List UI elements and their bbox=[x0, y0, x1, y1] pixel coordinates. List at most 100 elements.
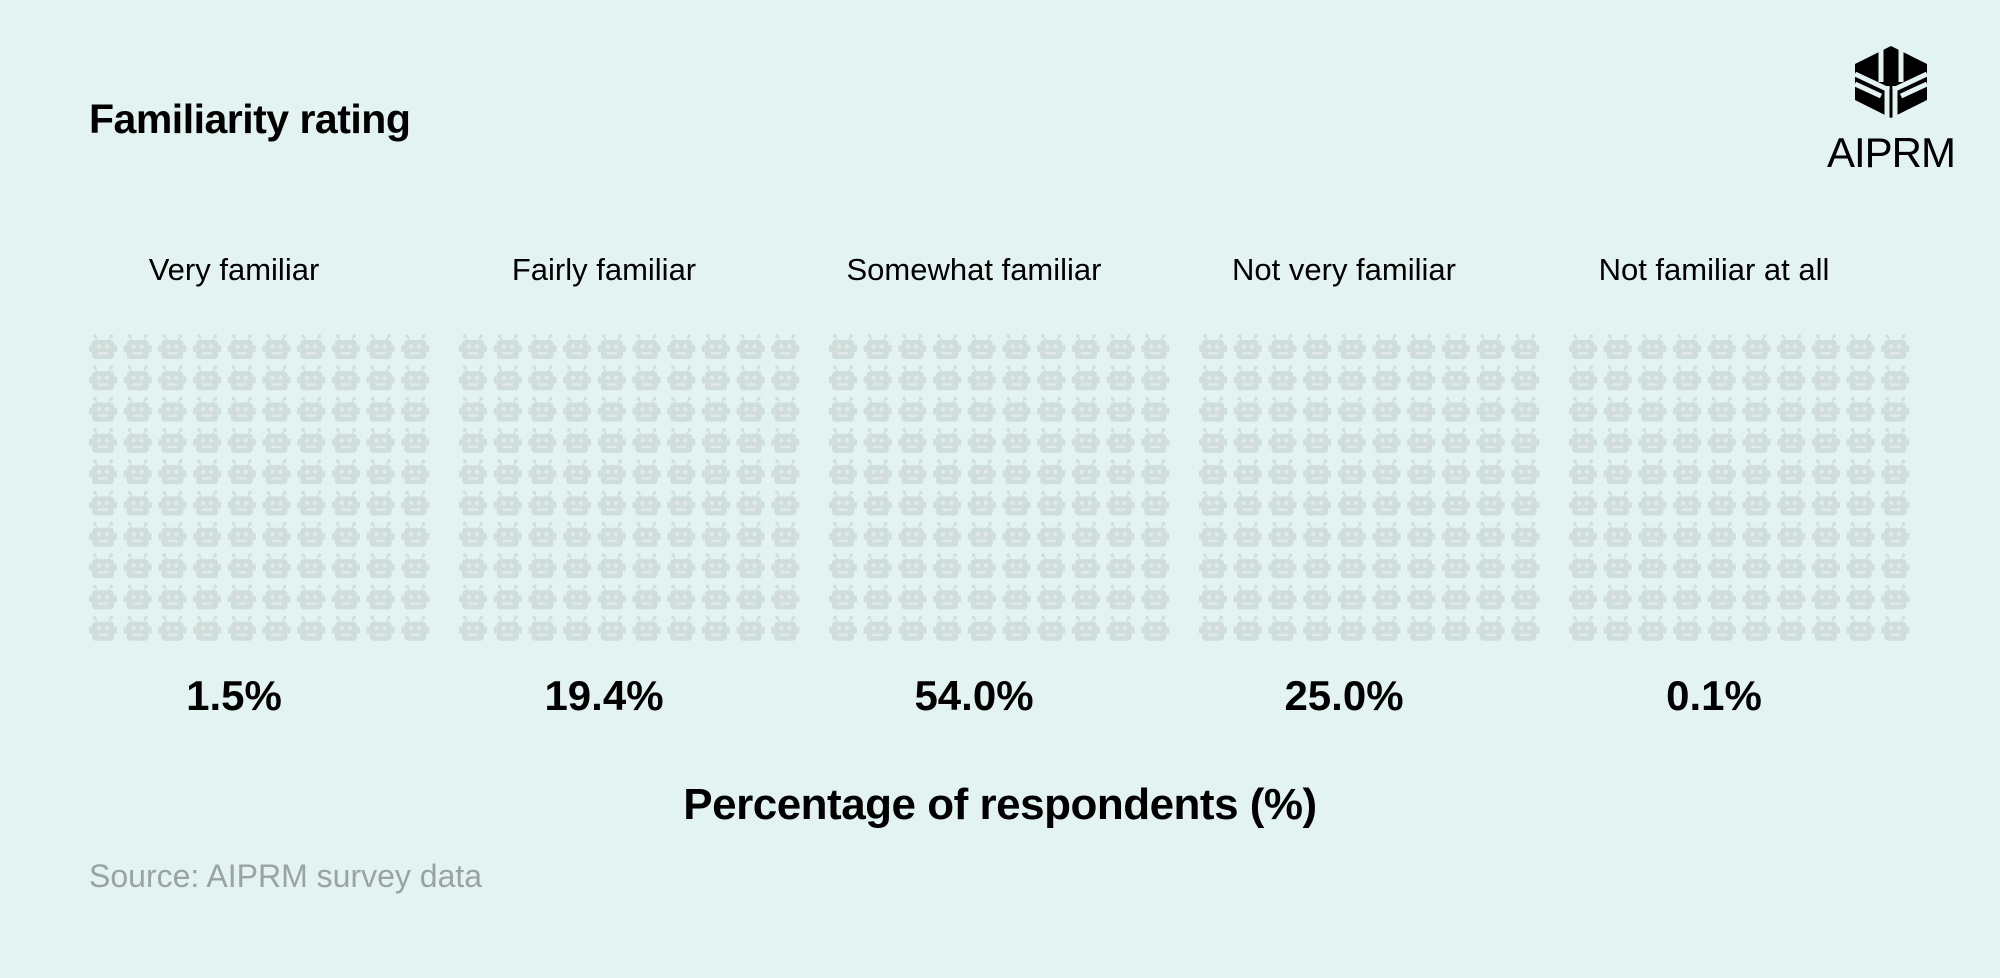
robot-icon-empty bbox=[562, 490, 592, 517]
robot-icon-empty bbox=[770, 459, 800, 485]
robot-icon-empty bbox=[1337, 521, 1367, 548]
robot-icon-empty bbox=[1510, 521, 1541, 548]
robot-icon-empty bbox=[1441, 365, 1471, 391]
robot-icon-empty bbox=[597, 490, 627, 517]
robot-icon-empty bbox=[1811, 459, 1841, 485]
robot-icon-empty bbox=[527, 521, 558, 548]
robot-icon-empty bbox=[1406, 365, 1436, 391]
robot-icon-empty bbox=[1475, 334, 1506, 360]
robot-icon-empty bbox=[1140, 365, 1171, 391]
robot-icon-empty bbox=[666, 521, 696, 548]
robot-icon-empty bbox=[1845, 584, 1876, 611]
robot-icon-empty bbox=[1510, 365, 1541, 391]
robot-icon-empty bbox=[1811, 553, 1841, 579]
robot-icon-empty bbox=[1302, 490, 1332, 517]
robot-icon-empty bbox=[458, 584, 488, 611]
robot-icon-empty bbox=[701, 553, 731, 579]
robot-icon-empty bbox=[1568, 396, 1598, 423]
robot-icon-empty bbox=[770, 553, 800, 579]
robot-icon-empty bbox=[932, 553, 962, 579]
robot-icon-empty bbox=[666, 615, 696, 642]
robot-icon-empty bbox=[365, 521, 396, 548]
robot-icon-empty bbox=[1845, 490, 1876, 517]
robot-icon-empty bbox=[562, 615, 592, 642]
robot-icon-empty bbox=[666, 553, 696, 579]
robot-icon-empty bbox=[701, 365, 731, 391]
robot-icon-empty bbox=[1198, 427, 1228, 454]
robot-icon-empty bbox=[932, 396, 962, 423]
robot-icon-empty bbox=[666, 427, 696, 454]
robot-icon-empty bbox=[1337, 459, 1367, 485]
robot-icon-empty bbox=[261, 459, 292, 485]
robot-icon-empty bbox=[631, 334, 662, 360]
robot-icon-empty bbox=[1371, 584, 1402, 611]
robot-icon-empty bbox=[967, 396, 997, 423]
robot-icon-empty bbox=[1602, 490, 1633, 517]
robot-icon-empty bbox=[828, 334, 858, 360]
robot-icon-empty bbox=[1776, 615, 1806, 642]
waffle-panel bbox=[458, 334, 800, 642]
robot-icon-empty bbox=[828, 584, 858, 611]
robot-icon-empty bbox=[735, 396, 766, 423]
robot-icon-empty bbox=[365, 553, 396, 579]
category-label: Not familiar at all bbox=[1598, 252, 1830, 287]
robot-icon-empty bbox=[1811, 521, 1841, 548]
robot-icon-empty bbox=[192, 396, 222, 423]
robot-icon-empty bbox=[1741, 615, 1772, 642]
robot-icon-empty bbox=[400, 396, 430, 423]
robot-icon-empty bbox=[1198, 615, 1228, 642]
robot-icon-empty bbox=[192, 365, 222, 391]
robot-icon-empty bbox=[1510, 396, 1541, 423]
robot-icon-empty bbox=[227, 490, 257, 517]
robot-icon-empty bbox=[1198, 334, 1228, 360]
robot-icon-empty bbox=[1302, 553, 1332, 579]
robot-icon-empty bbox=[88, 584, 118, 611]
robot-icon-empty bbox=[88, 521, 118, 548]
robot-icon-empty bbox=[770, 396, 800, 423]
robot-icon-empty bbox=[1637, 490, 1668, 517]
robot-icon-empty bbox=[631, 615, 662, 642]
robot-icon-empty bbox=[1637, 334, 1668, 360]
robot-icon-empty bbox=[527, 584, 558, 611]
robot-icon-empty bbox=[122, 396, 153, 423]
robot-icon-empty bbox=[227, 365, 257, 391]
robot-icon-empty bbox=[1880, 615, 1911, 642]
x-axis-label: Percentage of respondents (%) bbox=[683, 780, 1317, 829]
robot-icon-empty bbox=[1105, 615, 1136, 642]
robot-icon-empty bbox=[458, 427, 488, 454]
robot-icon-empty bbox=[631, 553, 662, 579]
robot-icon-empty bbox=[458, 459, 488, 485]
robot-icon-empty bbox=[1001, 459, 1032, 485]
robot-icon-empty bbox=[1776, 521, 1806, 548]
robot-icon-empty bbox=[735, 490, 766, 517]
robot-icon-empty bbox=[1880, 396, 1911, 423]
robot-icon-empty bbox=[527, 553, 558, 579]
robot-icon-empty bbox=[261, 615, 292, 642]
robot-icon-empty bbox=[400, 521, 430, 548]
robot-icon-empty bbox=[1105, 490, 1136, 517]
robot-icon-empty bbox=[1845, 334, 1876, 360]
robot-icon-empty bbox=[1406, 459, 1436, 485]
robot-icon-empty bbox=[122, 427, 153, 454]
robot-icon-empty bbox=[261, 490, 292, 517]
robot-icon-empty bbox=[122, 553, 153, 579]
robot-icon-empty bbox=[1568, 521, 1598, 548]
robot-icon-empty bbox=[770, 365, 800, 391]
robot-icon-empty bbox=[562, 521, 592, 548]
robot-icon-empty bbox=[227, 334, 257, 360]
robot-icon-empty bbox=[1441, 490, 1471, 517]
robot-icon-empty bbox=[1198, 584, 1228, 611]
robot-icon-empty bbox=[1510, 615, 1541, 642]
robot-icon-empty bbox=[597, 334, 627, 360]
robot-icon-empty bbox=[597, 365, 627, 391]
robot-icon-empty bbox=[527, 396, 558, 423]
robot-icon-empty bbox=[562, 553, 592, 579]
robot-icon-empty bbox=[1198, 521, 1228, 548]
robot-icon-empty bbox=[1140, 553, 1171, 579]
robot-icon-empty bbox=[666, 365, 696, 391]
robot-icon-empty bbox=[932, 490, 962, 517]
robot-icon-empty bbox=[562, 459, 592, 485]
robot-icon-empty bbox=[1001, 521, 1032, 548]
robot-icon-empty bbox=[458, 615, 488, 642]
robot-icon-empty bbox=[1441, 459, 1471, 485]
